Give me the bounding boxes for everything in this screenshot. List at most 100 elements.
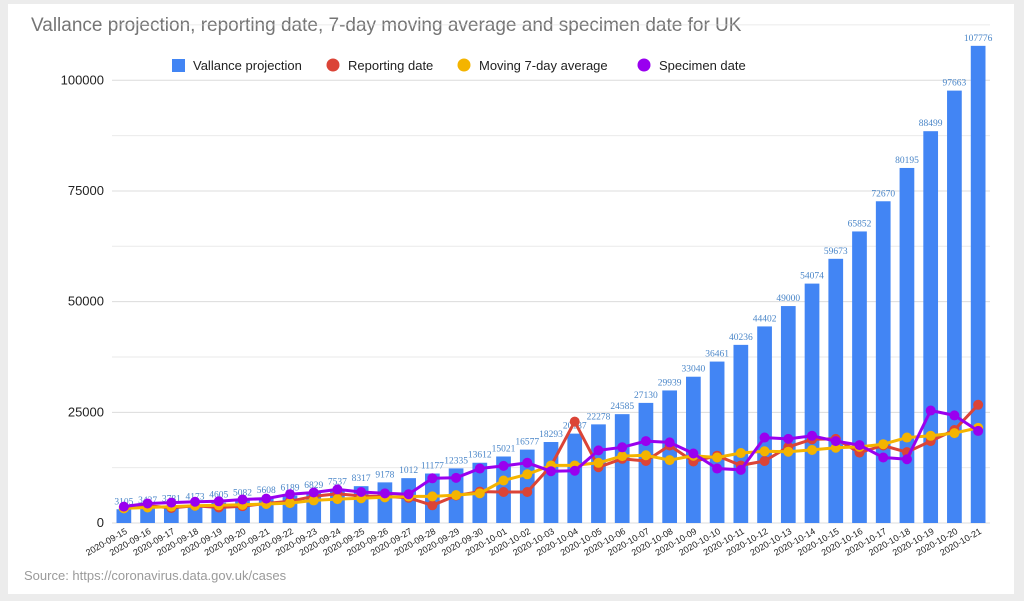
series-point <box>925 405 936 416</box>
series-point <box>712 463 723 474</box>
bar-data-label: 24585 <box>610 402 634 412</box>
series-point <box>498 460 509 471</box>
bar-data-label: 59673 <box>824 247 848 257</box>
y-axis: 0 25000 50000 75000 100000 <box>61 72 104 530</box>
bar <box>709 361 725 523</box>
series-point <box>807 430 818 441</box>
series-point <box>901 454 912 465</box>
series-point <box>142 498 153 509</box>
series-point <box>498 487 509 498</box>
series-point <box>735 464 746 475</box>
series-point <box>451 490 462 501</box>
chart-card: Vallance projection, reporting date, 7-d… <box>8 4 1014 594</box>
series-point <box>759 432 770 443</box>
bar <box>614 414 630 523</box>
series-point <box>830 436 841 447</box>
series-point <box>688 448 699 459</box>
bar-data-label: 88499 <box>919 119 943 129</box>
bar-data-label: 97663 <box>943 79 967 89</box>
bar-data-label: 22278 <box>587 412 611 422</box>
series-point <box>854 440 865 451</box>
series-point <box>308 487 319 498</box>
series-point <box>261 493 272 504</box>
series-point <box>403 489 414 500</box>
legend-marker <box>457 58 471 72</box>
bar-data-label: 1012 <box>399 466 418 476</box>
bar-data-label: 6829 <box>304 481 323 491</box>
y-tick-label: 25000 <box>68 404 104 419</box>
series-point <box>118 501 129 512</box>
bar <box>733 344 749 523</box>
bar-data-label: 27130 <box>634 391 658 401</box>
bar <box>970 45 986 524</box>
bar-data-label: 49000 <box>776 294 800 304</box>
bar-data-label: 72670 <box>871 189 895 199</box>
bar-data-label: 107776 <box>964 34 993 44</box>
series-point <box>973 399 984 410</box>
bar <box>780 306 796 523</box>
bar-data-label: 7537 <box>328 478 347 488</box>
bar <box>923 131 939 523</box>
chart: Vallance projection, reporting date, 7-d… <box>24 15 993 583</box>
bar <box>591 424 606 523</box>
bar-data-label: 16577 <box>515 438 539 448</box>
bar-data-label: 4605 <box>209 491 228 501</box>
series-point <box>284 498 295 509</box>
series-point <box>546 466 556 477</box>
series-point <box>783 433 794 444</box>
series-point <box>617 451 628 462</box>
line-series <box>118 399 984 514</box>
bar-data-label: 40236 <box>729 333 753 343</box>
series-point <box>308 495 319 506</box>
bar-data-label: 6189 <box>280 484 299 494</box>
series-point <box>522 469 533 480</box>
series-point <box>569 465 580 476</box>
bar-data-label: 5082 <box>233 489 252 499</box>
series-point <box>166 497 177 508</box>
series-point <box>522 457 533 468</box>
series-point <box>949 410 960 421</box>
bar <box>519 449 535 523</box>
bar <box>757 326 772 523</box>
bar-data-label: 8317 <box>352 474 371 484</box>
series-point <box>925 430 936 441</box>
y-tick-label: 100000 <box>61 72 104 87</box>
series-point <box>284 489 295 500</box>
series-point <box>593 457 604 468</box>
series-point <box>878 452 889 463</box>
bar <box>804 283 820 523</box>
series-point <box>949 428 960 439</box>
series-point <box>474 463 485 474</box>
bar-data-label: 18293 <box>539 430 563 440</box>
series-point <box>474 488 485 499</box>
series-point <box>332 484 343 495</box>
series-point <box>427 491 438 502</box>
bar <box>899 167 915 523</box>
bar <box>947 90 962 523</box>
bar-data-label: 20187 <box>563 422 587 432</box>
series-point <box>237 494 248 505</box>
bar-data-label: 44402 <box>753 314 777 324</box>
bar <box>140 507 155 523</box>
legend-label: Reporting date <box>348 58 433 73</box>
series-point <box>664 455 675 466</box>
y-tick-label: 75000 <box>68 183 104 198</box>
bar-data-label: 12335 <box>444 456 468 466</box>
bar-data-label: 9178 <box>375 470 394 480</box>
bar <box>828 258 844 523</box>
series-point <box>593 445 604 456</box>
series-point <box>427 473 438 484</box>
series-point <box>379 488 390 499</box>
bar <box>567 433 583 523</box>
series-point <box>498 475 509 486</box>
legend-marker <box>326 58 340 72</box>
series-point <box>213 496 224 507</box>
bar <box>116 509 132 523</box>
series-point <box>640 436 651 447</box>
bar-data-label: 33040 <box>682 365 706 375</box>
legend-marker <box>172 59 185 72</box>
bar-data-label: 15021 <box>492 444 516 454</box>
bar-data-label: 29939 <box>658 378 682 388</box>
series-point <box>901 432 912 443</box>
legend: Vallance projection Reporting date Moving … <box>172 58 746 73</box>
